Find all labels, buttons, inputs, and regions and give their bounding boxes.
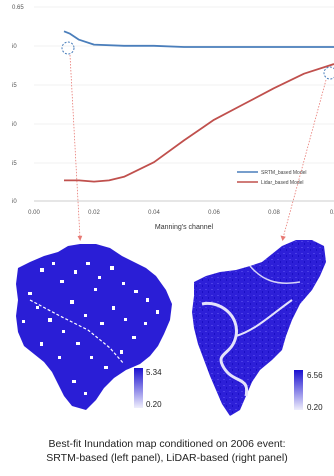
lidar-scale-max: 6.56 [307,371,323,380]
caption-line-2: SRTM-based (left panel), LiDAR-based (ri… [46,452,288,464]
legend-label-srtm: SRTM_based Model [261,170,307,176]
arrow-left-head [77,235,83,241]
y-tick-label: i0 [12,199,17,205]
srtm-flood-extent [16,244,172,410]
legend-label-lidar: Lidar_based Model [261,180,304,186]
chart-area: 0.00 0.02 0.04 0.06 0.08 0.1 0.65 i0 i5 i0 i5 i0 M… [12,5,334,231]
x-tick-label: 0.02 [88,210,100,216]
lidar-river-branch [235,299,293,337]
lidar-inundation-map: 6.56 0.20 [192,240,326,416]
x-tick-label: 0.08 [268,210,280,216]
series-line-srtm [63,30,334,48]
x-tick-labels: 0.00 0.02 0.04 0.06 0.08 0.1 [28,210,334,216]
highlight-circle-srtm [61,41,75,55]
y-tick-labels: 0.65 i0 i5 i0 i5 i0 [12,5,24,205]
x-tick-label: 0.04 [148,210,160,216]
lidar-river-branch-2 [249,265,301,284]
arrow-right [282,79,327,239]
caption-line-1: Best-fit Inundation map conditioned on 2… [48,438,286,450]
x-tick-label: 0.00 [28,210,40,216]
y-tick-label: 0.65 [12,5,24,11]
y-tick-label: i5 [12,161,17,167]
lidar-river [201,301,249,397]
srtm-inundation-map: 5.34 0.20 [16,244,172,410]
y-tick-label: i0 [12,44,17,50]
y-tick-label: i0 [12,122,17,128]
lidar-color-scale-bar [294,370,303,410]
gridlines [34,6,334,164]
srtm-scale-max: 5.34 [146,368,162,377]
lidar-flood-extent [192,240,326,416]
x-tick-label: 0.1 [330,210,334,216]
series-lines [63,30,334,183]
x-axis-title: Manning's channel [155,224,214,231]
legend: SRTM_based Model Lidar_based Model [237,170,307,186]
figure: 0.00 0.02 0.04 0.06 0.08 0.1 0.65 i0 i5 i0 i5 i0 M… [12,5,334,416]
series-line-lidar [64,63,334,183]
srtm-scale-min: 0.20 [146,400,162,409]
srtm-map-texture [22,262,159,395]
figure-caption: Best-fit Inundation map conditioned on 2… [0,437,334,465]
y-tick-label: i5 [12,83,17,89]
arrow-right-head [280,235,286,241]
arrow-left [69,54,81,239]
highlight-circle-lidar [323,66,334,80]
connector-arrows [69,54,327,241]
srtm-color-scale-bar [134,368,143,408]
srtm-channel [29,299,125,365]
lidar-scale-min: 0.20 [307,403,323,412]
x-tick-label: 0.06 [208,210,220,216]
